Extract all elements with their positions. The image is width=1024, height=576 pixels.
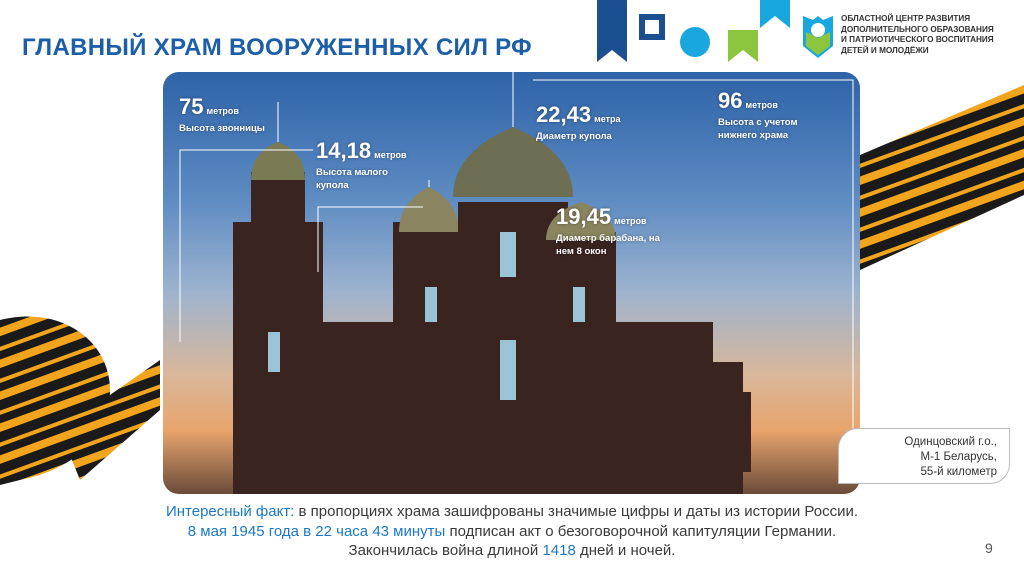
green-flag-shape (728, 30, 758, 62)
label-small-dome-height: 14,18 метров Высота малого купола (316, 138, 407, 191)
square-outline-shape (639, 14, 665, 40)
page-number: 9 (985, 540, 993, 556)
logo-mark-icon (803, 16, 833, 58)
st-george-ribbon-left (0, 316, 160, 485)
label-drum-diameter: 19,45 метров Диаметр барабана, на нем 8 о… (556, 204, 660, 257)
cyan-flag-shape (760, 0, 790, 28)
fact-line-3: Закончилась война длиной 1418 дней и ноч… (348, 542, 676, 559)
fact-line-2: 8 мая 1945 года в 22 часа 43 минуты подп… (187, 522, 837, 540)
decorative-shapes (597, 0, 790, 62)
cathedral-photo: 75 метров Высота звонницы 14,18 метров Выс… (163, 72, 860, 494)
cyan-circle-shape (680, 27, 710, 57)
cathedral-silhouette (179, 72, 854, 494)
label-total-height: 96 метров Высота с учетом нижнего храма (718, 88, 798, 141)
label-dome-diameter: 22,43 метра Диаметр купола (536, 102, 621, 142)
label-bell-tower-height: 75 метров Высота звонницы (179, 94, 265, 134)
slide-title: ГЛАВНЫЙ ХРАМ ВООРУЖЕННЫХ СИЛ РФ (22, 34, 532, 61)
interesting-fact: Интересный факт: в пропорциях храма заши… (0, 502, 1024, 561)
navy-flag-shape (597, 0, 627, 62)
organization-name: ОБЛАСТНОЙ ЦЕНТР РАЗВИТИЯ ДОПОЛНИТЕЛЬНОГО… (841, 14, 994, 55)
fact-line-1: Интересный факт: в пропорциях храма заши… (165, 503, 858, 520)
st-george-ribbon-right (860, 85, 1024, 270)
location-box: Одинцовский г.о., М-1 Беларусь, 55-й кил… (838, 428, 1010, 484)
